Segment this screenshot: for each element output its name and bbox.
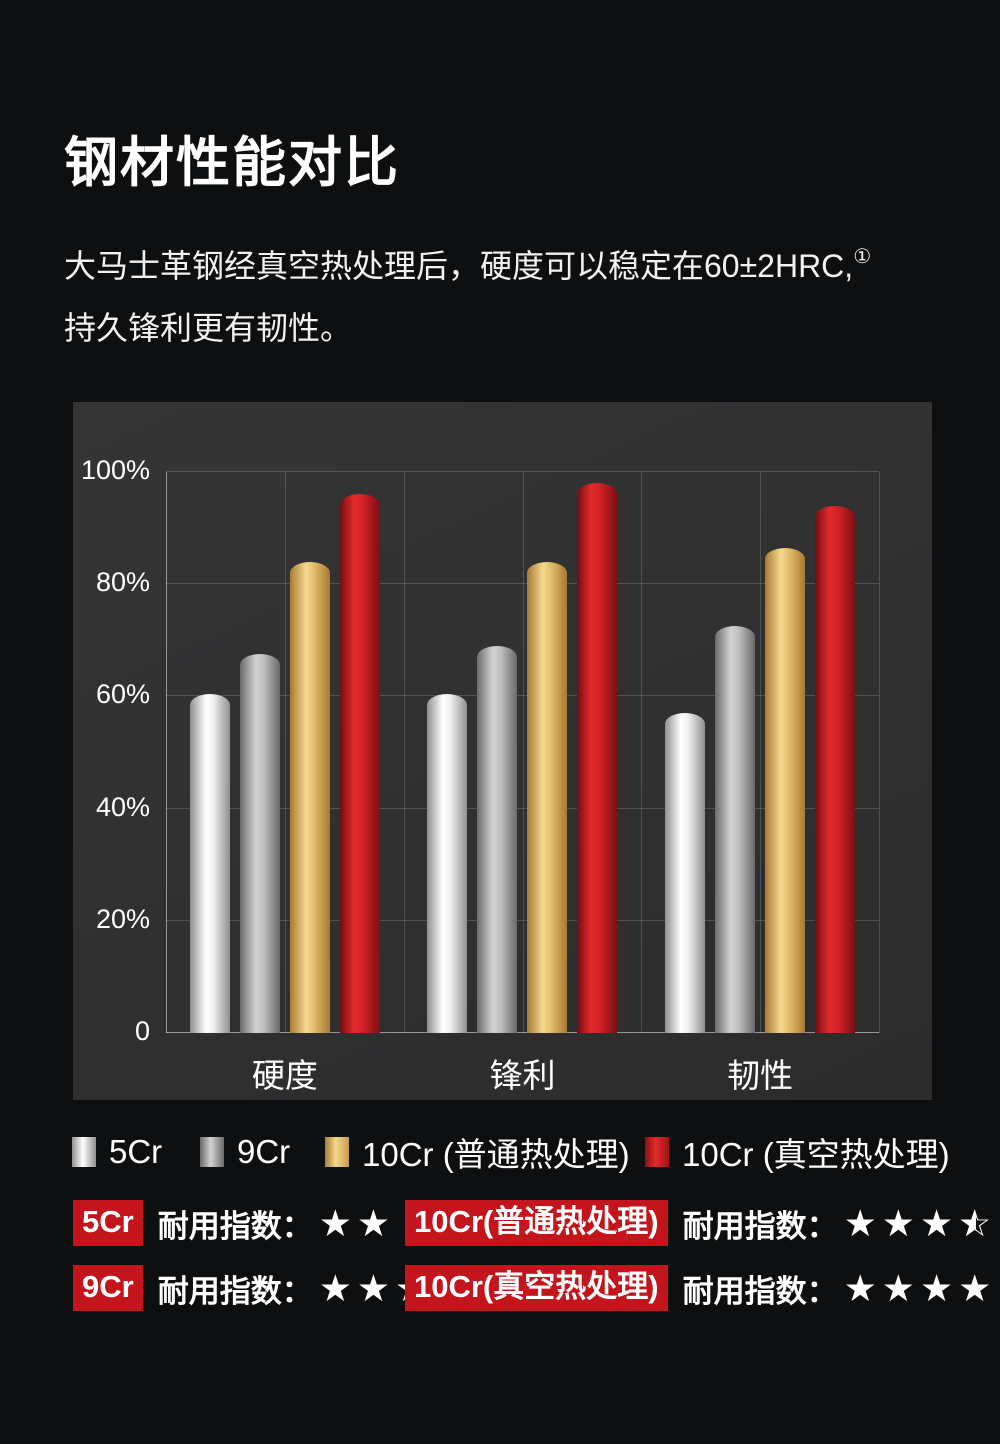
subtitle-line-2: 持久锋利更有韧性。 [64,310,353,346]
rating-group: 10Cr(普通热处理) 耐用指数： ★ ★ ★ ☆ ★ [405,1198,996,1248]
gridline [522,472,524,1033]
legend-swatch-9cr [200,1137,224,1167]
steel-badge: 5Cr [73,1199,143,1247]
durability-label: 耐用指数： [682,1273,838,1309]
y-tick-label: 40% [95,791,150,822]
legend-item-10cr-normal: 10Cr (普通热处理) [325,1134,630,1173]
bar-10cr-normal-3 [765,547,806,1033]
chart-panel: 100% 80% 60% 40% 20% 0 硬度 锋利 韧性 [73,402,932,1100]
legend-swatch-10cr-vacuum [645,1137,669,1167]
bar-group-2 [404,472,642,1033]
legend-item-10cr-vacuum: 10Cr (真空热处理) [645,1134,950,1173]
legend-label: 9Cr [237,1133,291,1170]
y-tick-label: 60% [95,679,150,710]
rating-row-1: 5Cr 耐用指数： ★ ★ 10Cr(普通热处理) 耐用指数： ★ ★ ★ ☆ ★ [0,1198,1000,1248]
legend-item-5cr: 5Cr [72,1133,163,1170]
durability-label: 耐用指数： [157,1273,313,1309]
star-outline: ☆ [958,1202,992,1244]
footnote-marker: ① [853,246,872,268]
star-icon: ★ [881,1202,915,1244]
star-icon: ★ [843,1267,877,1309]
y-tick-label: 20% [95,903,150,934]
star-icon: ★ [318,1202,352,1244]
legend-label: 10Cr (普通热处理) [362,1136,630,1173]
star-icon: ★ [958,1267,992,1309]
bar-5cr-2 [427,693,468,1033]
durability-label: 耐用指数： [682,1208,838,1244]
x-category-label: 硬度 [251,1057,318,1094]
legend-swatch-5cr [72,1137,96,1167]
bar-10cr-vacuum-2 [577,483,618,1033]
star-rating: ★ ★ [319,1205,395,1242]
bar-5cr-3 [665,713,706,1033]
y-tick-label: 80% [95,567,150,598]
bar-5cr-1 [189,693,230,1033]
half-star-icon: ☆ ★ [958,1205,991,1242]
y-tick-label: 100% [80,455,150,485]
bar-9cr-2 [477,645,518,1033]
bar-group-3 [641,472,879,1033]
x-category-label: 韧性 [727,1057,794,1094]
star-icon: ★ [919,1267,954,1309]
bar-9cr-1 [239,654,280,1033]
star-rating: ★ ★ ★ ☆ ★ [844,1205,997,1242]
durability-label: 耐用指数： [157,1208,313,1244]
x-category-label: 锋利 [489,1057,556,1094]
star-icon: ★ [843,1202,877,1244]
legend-item-9cr: 9Cr [200,1133,291,1170]
steel-badge: 10Cr(真空热处理) [405,1264,668,1312]
bar-10cr-normal-2 [527,561,568,1033]
gridline [166,695,879,697]
bar-10cr-normal-1 [289,561,330,1033]
rating-group: 5Cr 耐用指数： ★ ★ [73,1198,395,1248]
gridline [284,472,286,1033]
page-title: 钢材性能对比 [64,133,400,193]
rating-group: 10Cr(真空热处理) 耐用指数： ★ ★ ★ ★ [405,1263,996,1313]
bar-group-1 [166,472,404,1033]
star-icon: ★ [318,1267,352,1309]
star-rating: ★ ★ ★ ★ [844,1270,997,1307]
star-half-fill: ★ [958,1204,977,1242]
steel-badge: 9Cr [73,1264,143,1312]
plot-area: 100% 80% 60% 40% 20% 0 硬度 锋利 韧性 [81,455,880,1094]
subtitle-line-1: 大马士革钢经真空热处理后，硬度可以稳定在60±2HRC, [64,248,854,284]
y-axis-line [166,472,167,1033]
subtitle: 大马士革钢经真空热处理后，硬度可以稳定在60±2HRC,① 持久锋利更有韧性。 [64,226,974,359]
bar-10cr-vacuum-1 [339,494,380,1033]
star-icon: ★ [919,1202,954,1244]
gridline [403,472,405,1033]
x-axis-line [166,1032,879,1033]
star-icon: ★ [356,1202,391,1244]
star-icon: ★ [356,1267,391,1309]
gridline [166,919,879,921]
gridline [760,472,762,1033]
gridline [879,472,880,1033]
legend-label: 5Cr [109,1133,163,1170]
bar-10cr-vacuum-3 [815,505,856,1033]
star-icon: ★ [881,1267,915,1309]
y-tick-label: 0 [134,1016,150,1046]
legend-swatch-10cr-normal [325,1137,349,1167]
gridline [166,583,879,585]
legend-label: 10Cr (真空热处理) [682,1136,950,1173]
bar-9cr-3 [715,626,756,1033]
steel-badge: 10Cr(普通热处理) [405,1199,668,1247]
gridline [641,472,643,1033]
gridline [166,471,879,472]
gridline [166,807,879,809]
